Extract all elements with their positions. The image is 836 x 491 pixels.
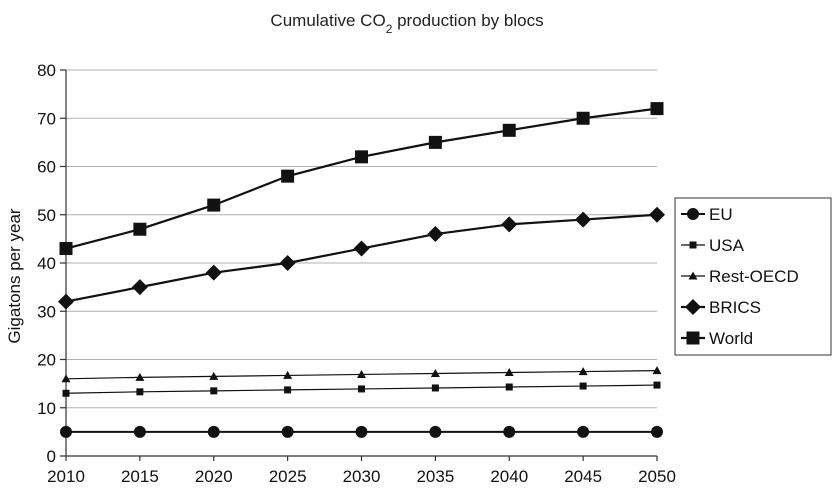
data-point <box>579 382 587 390</box>
data-point <box>353 240 370 257</box>
chart-title-subscript: 2 <box>386 22 393 36</box>
data-point <box>501 216 518 233</box>
data-point <box>281 425 294 438</box>
x-tick-label: 2030 <box>343 467 381 486</box>
data-point <box>357 369 366 378</box>
y-tick-label: 10 <box>37 399 56 418</box>
legend: EU USA Rest-OECD BRICS World <box>674 197 832 356</box>
legend-marker <box>688 271 698 280</box>
legend-item: BRICS <box>681 298 761 317</box>
legend-item: Rest-OECD <box>681 267 799 286</box>
data-point <box>133 425 146 438</box>
y-tick-label: 40 <box>37 254 56 273</box>
series-eu <box>60 425 663 438</box>
data-point <box>131 279 148 296</box>
data-point <box>281 169 295 183</box>
legend-label: Rest-OECD <box>709 267 799 286</box>
data-point <box>60 425 72 438</box>
series-brics <box>58 206 665 310</box>
y-tick-label: 20 <box>37 351 56 370</box>
data-point <box>429 425 442 438</box>
legend-marker <box>686 331 700 345</box>
data-point <box>430 368 440 377</box>
x-tick-label: 2040 <box>490 467 528 486</box>
data-point <box>505 383 513 391</box>
data-point <box>578 367 588 376</box>
data-point <box>431 384 439 392</box>
chart-title: Cumulative CO2 production by blocs <box>270 11 543 36</box>
x-tick-label: 2015 <box>121 467 159 486</box>
data-point <box>503 425 516 438</box>
legend-marker <box>685 299 701 315</box>
legend-item: USA <box>681 236 745 255</box>
data-point <box>210 387 218 395</box>
series-world <box>59 102 664 256</box>
x-tick-label: 2025 <box>269 467 307 486</box>
data-point <box>133 222 147 236</box>
data-point <box>207 425 220 438</box>
data-point <box>209 371 219 380</box>
data-point <box>59 242 73 256</box>
series-usa <box>62 381 661 397</box>
legend-label: BRICS <box>709 298 761 317</box>
data-point <box>649 206 665 223</box>
series-line <box>65 107 658 250</box>
data-point <box>136 388 144 396</box>
x-tick-label: 2045 <box>564 467 602 486</box>
data-point <box>575 211 592 228</box>
y-axis-label: Gigatons per year <box>5 208 24 343</box>
data-point <box>577 425 590 438</box>
legend-marker <box>687 208 699 220</box>
legend-item: EU <box>681 205 733 224</box>
data-point <box>652 366 662 375</box>
legend-item: World <box>681 329 753 348</box>
data-point <box>355 425 368 438</box>
y-tick-label: 70 <box>37 109 56 128</box>
x-tick-label: 2035 <box>416 467 454 486</box>
data-point <box>284 386 292 394</box>
y-tick-label: 60 <box>37 158 56 177</box>
data-point <box>502 123 516 137</box>
x-tick-label: 2020 <box>195 467 233 486</box>
y-tick-label: 80 <box>37 61 56 80</box>
data-point <box>62 389 70 397</box>
data-point <box>58 293 74 310</box>
legend-label: USA <box>709 236 745 255</box>
data-point <box>650 102 664 116</box>
data-point <box>651 425 663 438</box>
data-point <box>283 370 293 379</box>
data-point <box>428 135 442 149</box>
data-point <box>427 226 444 243</box>
data-point <box>653 381 661 389</box>
y-tick-label: 30 <box>37 302 56 321</box>
chart-title-main: Cumulative CO <box>270 11 385 30</box>
series-rest-oecd <box>61 366 662 383</box>
grid <box>66 69 657 409</box>
data-point <box>504 368 514 377</box>
data-point <box>205 264 222 281</box>
data-point <box>358 385 365 393</box>
series-line <box>65 213 658 303</box>
x-tick-label: 2010 <box>47 467 85 486</box>
data-point <box>135 372 145 381</box>
series-group <box>58 102 665 438</box>
y-tick-label: 50 <box>37 206 56 225</box>
chart-title-rest: production by blocs <box>392 11 543 30</box>
legend-label: EU <box>709 205 733 224</box>
y-tick-label: 0 <box>47 447 56 466</box>
data-point <box>576 111 590 125</box>
data-point <box>355 150 368 164</box>
legend-label: World <box>709 329 753 348</box>
x-tick-label: 2050 <box>638 467 676 486</box>
data-point <box>279 255 296 271</box>
data-point <box>207 198 221 212</box>
legend-marker <box>689 241 697 249</box>
data-point <box>61 374 71 383</box>
